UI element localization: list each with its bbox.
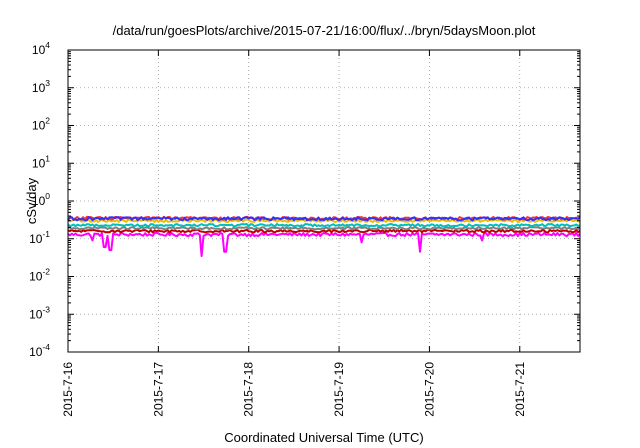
series-line (67, 223, 581, 228)
x-tick-label: 2015-7-17 (151, 362, 165, 417)
chart-title: /data/run/goesPlots/archive/2015-07-21/1… (113, 23, 536, 38)
grid (68, 50, 580, 352)
y-axis-label: cSv/day (24, 177, 39, 224)
x-tick-label: 2015-7-16 (61, 362, 75, 417)
series-line (67, 228, 581, 234)
y-tick-label: 104 (32, 40, 50, 57)
series-line (67, 226, 581, 231)
y-tick-label: 102 (32, 116, 50, 133)
x-tick-label: 2015-7-18 (242, 362, 256, 417)
series-layer (67, 215, 581, 257)
x-axis: 2015-7-16 2015-7-17 2015-7-18 2015-7-19 2015… (61, 50, 527, 417)
x-tick-label: 2015-7-20 (422, 362, 436, 417)
y-tick-label: 101 (32, 153, 50, 170)
x-axis-label: Coordinated Universal Time (UTC) (224, 430, 423, 445)
x-tick-label: 2015-7-19 (332, 362, 346, 417)
y-tick-label: 10-3 (29, 304, 50, 321)
y-tick-label: 10-2 (29, 267, 50, 284)
series-line (67, 231, 581, 257)
y-tick-label: 103 (32, 78, 50, 95)
x-tick-label: 2015-7-21 (513, 362, 527, 417)
y-tick-label: 10-1 (29, 229, 50, 246)
y-tick-label: 10-4 (29, 342, 50, 359)
series-line (67, 216, 581, 222)
